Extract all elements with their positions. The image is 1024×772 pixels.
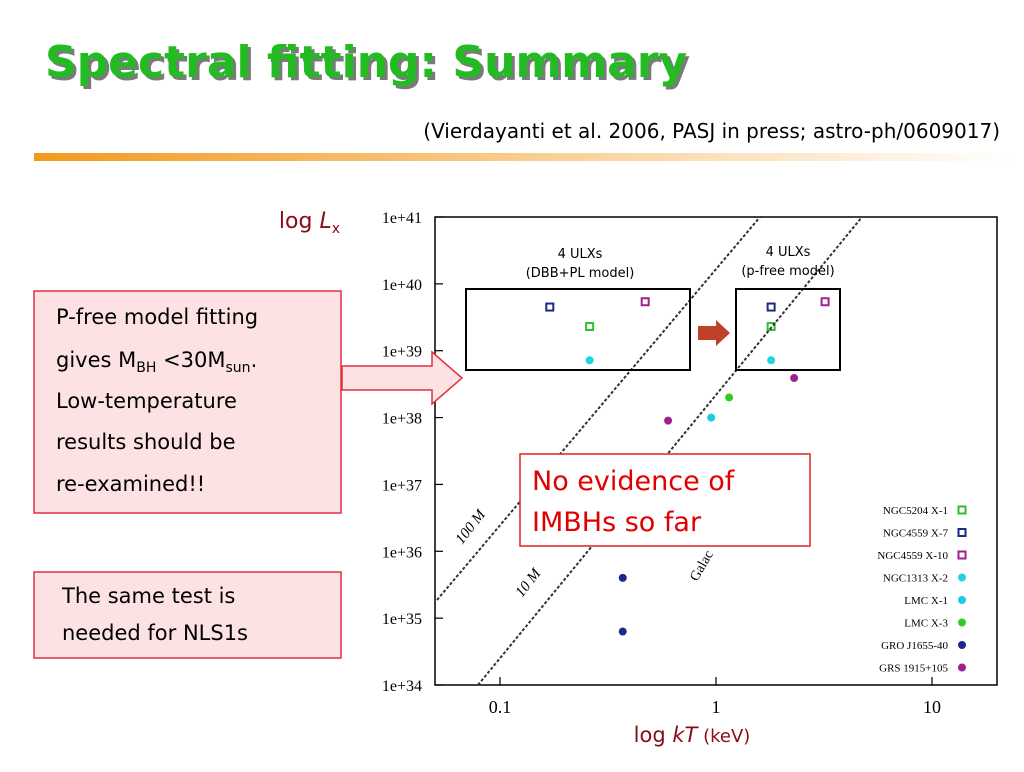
callout-line: No evidence of: [532, 466, 736, 497]
legend-marker: [957, 528, 967, 537]
point: [767, 356, 776, 365]
inset-title: 4 ULXs: [558, 247, 603, 262]
note-part: <30M: [156, 348, 225, 372]
point: [618, 627, 627, 636]
y-axis-label: log Lx: [279, 209, 340, 237]
note-line: needed for NLS1s: [62, 621, 248, 645]
note-part: sun: [226, 360, 251, 376]
y-axis-label-part: L: [319, 209, 331, 234]
point: [585, 322, 595, 332]
y-axis-label-part: log: [279, 209, 320, 234]
x-axis-label: log kT (keV): [634, 723, 751, 747]
point: [640, 297, 650, 307]
annotation: 10 M: [513, 565, 546, 601]
legend-label: LMC X-1: [904, 595, 948, 607]
plot: 1e+41 1e+40 1e+39 1e+38 1e+37 1e+36 1e+35 1e+34…: [382, 210, 967, 717]
legend-label: LMC X-3: [904, 618, 948, 630]
inset-box: [465, 288, 691, 371]
note-line: results should be: [56, 430, 236, 454]
note-line: The same test is: [61, 584, 235, 608]
x-tick-label: 0.1: [489, 697, 512, 717]
note-line: gives MBH <30Msun.: [56, 348, 257, 376]
inset-arrow: [698, 320, 730, 346]
inset-subtitle: (DBB+PL model): [526, 266, 635, 281]
legend-marker: [958, 596, 966, 604]
subtitle: (Vierdayanti et al. 2006, PASJ in press;…: [423, 119, 1000, 143]
legend-label: NGC4559 X-7: [883, 528, 949, 540]
note-line: P-free model fitting: [56, 305, 258, 329]
mass-line: [436, 216, 761, 601]
legend-marker: [958, 618, 966, 627]
point: [545, 302, 555, 312]
point: [766, 322, 776, 332]
note-part: gives M: [56, 348, 136, 372]
inset-box: [735, 288, 841, 371]
title-shadow: Spectral fitting: Summary: [48, 40, 690, 91]
note-part: .: [251, 348, 258, 372]
callout-line: IMBHs so far: [532, 507, 702, 538]
note-part: BH: [136, 360, 156, 376]
legend-marker: [957, 505, 967, 515]
y-tick-label: 1e+40: [382, 277, 422, 294]
title: Spectral fitting: Summary: [45, 37, 687, 88]
y-tick-label: 1e+34: [382, 678, 422, 695]
point: [766, 302, 776, 312]
annotation: 100 M: [453, 506, 490, 548]
legend-label: NGC1313 X-2: [883, 573, 948, 585]
note-line: re-examined!!: [56, 472, 205, 496]
point: [725, 393, 734, 402]
x-tick-label: 1: [712, 697, 721, 717]
legend-marker: [958, 663, 966, 672]
y-axis-label-part: x: [332, 221, 340, 237]
note-line: Low-temperature: [56, 389, 237, 413]
y-tick-label: 1e+37: [382, 477, 422, 494]
legend-marker: [958, 641, 966, 649]
legend-marker: [957, 550, 967, 560]
note-box: [33, 571, 342, 659]
point: [790, 374, 799, 383]
y-tick-label: 1e+35: [382, 611, 422, 628]
annotation: Galac: [687, 548, 716, 584]
y-tick-label: 1e+38: [382, 411, 422, 428]
x-axis-label-part: kT: [672, 723, 699, 747]
point: [707, 413, 716, 422]
point: [664, 416, 673, 425]
inset-subtitle: (p-free model): [741, 264, 834, 279]
x-axis-label-part: log: [634, 723, 673, 747]
x-axis-label-part: (keV): [697, 726, 750, 747]
arrow: [341, 350, 464, 406]
note-box: [33, 290, 342, 514]
point: [585, 356, 594, 365]
callout-box: [519, 453, 811, 547]
legend-marker: [958, 573, 966, 582]
legend-label: GRO J1655-40: [881, 640, 948, 652]
y-tick-label: 1e+41: [382, 210, 422, 227]
plot-frame: [434, 216, 998, 686]
mass-line: [477, 216, 863, 686]
title-rule: [34, 153, 1014, 161]
x-tick-label: 10: [923, 697, 941, 717]
legend-label: NGC4559 X-10: [877, 550, 948, 562]
y-tick-label: 1e+39: [382, 344, 422, 361]
point: [618, 573, 627, 582]
legend-label: NGC5204 X-1: [883, 505, 948, 517]
y-tick-label: 1e+36: [382, 544, 422, 561]
legend-label: GRS 1915+105: [879, 663, 948, 675]
point: [820, 297, 830, 307]
inset-title: 4 ULXs: [766, 245, 811, 260]
